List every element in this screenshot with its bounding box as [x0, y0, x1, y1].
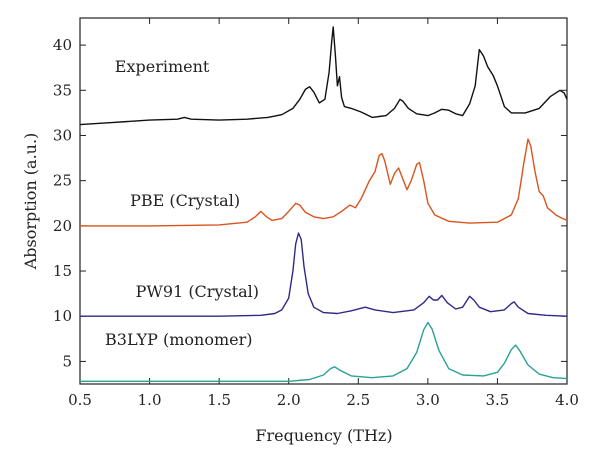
series-line-2: [80, 232, 568, 317]
series-label-3: B3LYP (monomer): [105, 330, 252, 349]
x-tick-label: 3.0: [416, 391, 440, 409]
x-tick-label: 4.0: [555, 391, 579, 409]
series-line-1: [80, 138, 568, 227]
x-tick-label: 3.5: [485, 391, 509, 409]
y-tick-label: 40: [53, 36, 72, 54]
labels-layer: Experiment PBE (Crystal) PW91 (Crystal) B3L…: [105, 57, 259, 349]
series-label-1: PBE (Crystal): [130, 191, 240, 210]
series-line-3: [80, 321, 568, 382]
y-tick-label: 30: [53, 126, 72, 144]
x-tick-label: 2.5: [346, 391, 370, 409]
x-tick-label: 1.5: [207, 391, 231, 409]
x-tick-label: 1.0: [138, 391, 162, 409]
y-tick-label: 25: [53, 172, 72, 190]
y-tick-label: 35: [53, 81, 72, 99]
y-tick-label: 10: [53, 307, 72, 325]
x-axis-title: Frequency (THz): [255, 426, 392, 445]
axes: 0.5 1.0 1.5 2.0 2.5 3.0 3.5 4.0 5 10 15 20 25 30 35 40: [53, 17, 579, 409]
y-tick-label: 5: [62, 352, 72, 370]
x-tick-label: 0.5: [68, 391, 92, 409]
series-line-0: [79, 26, 568, 126]
plot-frame: [79, 17, 568, 385]
series-label-0: Experiment: [115, 57, 210, 76]
series-label-2: PW91 (Crystal): [136, 282, 259, 301]
x-tick-label: 2.0: [277, 391, 301, 409]
y-tick-label: 15: [53, 262, 72, 280]
series-layer: [79, 26, 568, 382]
y-axis-title: Absorption (a.u.): [21, 133, 40, 271]
y-tick-label: 20: [53, 217, 72, 235]
